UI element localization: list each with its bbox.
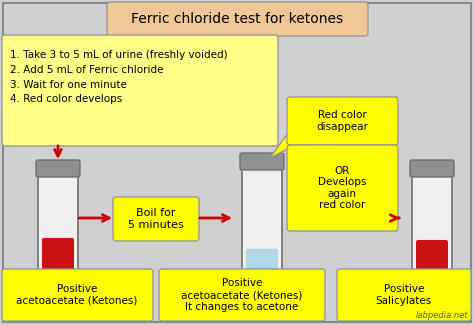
Text: OR
Develops
again
red color: OR Develops again red color: [318, 166, 366, 210]
Text: Ferric chloride test for ketones: Ferric chloride test for ketones: [131, 12, 343, 26]
FancyBboxPatch shape: [240, 153, 284, 170]
FancyBboxPatch shape: [416, 240, 448, 272]
FancyBboxPatch shape: [2, 35, 278, 146]
FancyBboxPatch shape: [42, 238, 74, 272]
FancyBboxPatch shape: [3, 3, 471, 322]
Text: 1. Take 3 to 5 mL of urine (freshly voided)
2. Add 5 mL of Ferric chloride
3. Wa: 1. Take 3 to 5 mL of urine (freshly void…: [10, 50, 228, 104]
Polygon shape: [270, 130, 295, 158]
Text: Boil for
5 minutes: Boil for 5 minutes: [128, 208, 184, 230]
Text: Positive
acetoacetate (Ketones): Positive acetoacetate (Ketones): [16, 284, 137, 306]
FancyBboxPatch shape: [38, 167, 78, 273]
FancyBboxPatch shape: [410, 160, 454, 177]
FancyBboxPatch shape: [113, 197, 199, 241]
Text: Positive
acetoacetate (Ketones)
It changes to acetone: Positive acetoacetate (Ketones) It chang…: [182, 279, 303, 312]
FancyBboxPatch shape: [287, 97, 398, 145]
Text: labpedia.net: labpedia.net: [416, 311, 468, 320]
FancyBboxPatch shape: [337, 269, 471, 321]
FancyBboxPatch shape: [2, 269, 153, 321]
FancyBboxPatch shape: [287, 145, 398, 231]
FancyBboxPatch shape: [246, 249, 278, 272]
Text: Positive
Salicylates: Positive Salicylates: [376, 284, 432, 306]
FancyBboxPatch shape: [36, 160, 80, 177]
FancyBboxPatch shape: [107, 2, 368, 36]
FancyBboxPatch shape: [159, 269, 325, 321]
FancyBboxPatch shape: [412, 167, 452, 273]
Text: Red color
disappear: Red color disappear: [316, 110, 368, 132]
FancyBboxPatch shape: [242, 160, 282, 273]
